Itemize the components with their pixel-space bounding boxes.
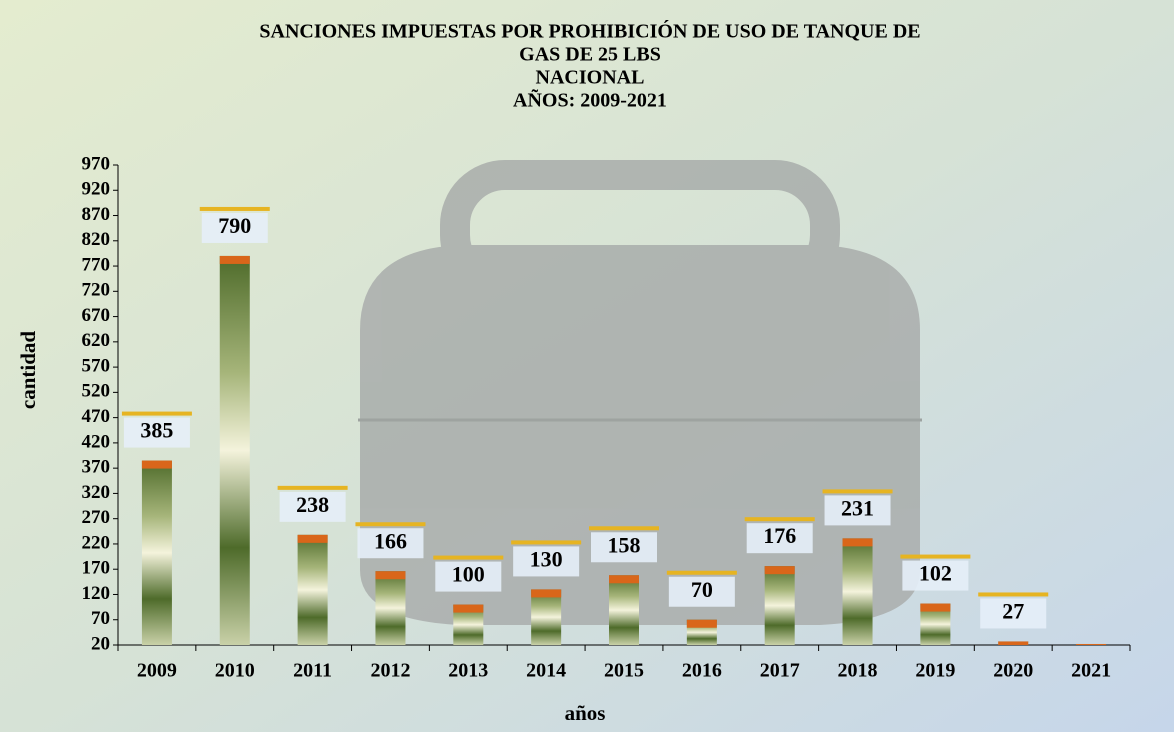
label-strip [744, 517, 815, 522]
label-box [824, 495, 891, 526]
y-tick-label: 320 [82, 482, 111, 503]
label-strip [433, 555, 504, 560]
data-label: 385 [140, 418, 173, 443]
bar [219, 255, 250, 645]
data-label: 238 [296, 492, 329, 517]
x-tick-label: 2011 [293, 660, 332, 682]
x-tick-label: 2016 [682, 660, 722, 682]
title-line: SANCIONES IMPUESTAS POR PROHIBICIÓN DE U… [259, 19, 920, 43]
title-line: NACIONAL [536, 67, 645, 89]
y-tick-label: 720 [82, 280, 111, 301]
x-tick-label: 2012 [370, 660, 410, 682]
x-tick-label: 2020 [993, 660, 1033, 682]
label-strip [199, 206, 270, 211]
bar-cap [842, 538, 873, 547]
bar-cap [609, 575, 639, 584]
label-box [746, 523, 813, 554]
bar-cap [686, 619, 717, 628]
bar-cap [141, 460, 172, 469]
bar-cap [764, 566, 795, 575]
label-strip [355, 522, 426, 527]
x-tick-label: 2015 [604, 660, 644, 682]
y-tick-label: 220 [82, 532, 111, 553]
bar-cap [219, 255, 250, 264]
x-tick-label: 2014 [526, 660, 566, 682]
label-box [980, 598, 1047, 629]
y-tick-label: 470 [82, 406, 111, 427]
label-strip [978, 592, 1049, 597]
y-tick-label: 620 [82, 330, 111, 351]
x-tick-label: 2019 [915, 660, 955, 682]
bar-cap [375, 571, 406, 580]
bar [764, 566, 795, 645]
y-axis-title: cantidad [16, 331, 40, 410]
label-box [201, 212, 268, 243]
label-strip [900, 554, 971, 559]
label-box [668, 576, 735, 607]
x-tick-label: 2009 [137, 660, 177, 682]
title: SANCIONES IMPUESTAS POR PROHIBICIÓN DE U… [259, 19, 920, 112]
label-strip [822, 489, 893, 494]
y-tick-label: 20 [91, 633, 110, 654]
data-label: 166 [374, 528, 407, 553]
data-label: 231 [841, 495, 874, 520]
y-tick-label: 520 [82, 381, 111, 402]
label-strip [666, 570, 737, 575]
label-box [513, 546, 580, 577]
data-label: 158 [608, 532, 641, 557]
bar-cap [920, 603, 951, 612]
y-tick-label: 70 [91, 608, 110, 629]
data-label: 790 [218, 213, 251, 238]
label-box [279, 491, 346, 522]
y-tick-label: 920 [82, 179, 111, 200]
x-tick-label: 2013 [448, 660, 488, 682]
label-strip [511, 540, 582, 545]
y-tick-label: 370 [82, 457, 111, 478]
label-box [357, 528, 424, 559]
label-strip [589, 526, 659, 531]
label-strip [277, 485, 348, 490]
label-box [591, 532, 657, 563]
data-label: 100 [452, 562, 485, 587]
label-box [435, 561, 502, 592]
bar [609, 575, 639, 645]
title-line: AÑOS: 2009-2021 [513, 89, 667, 112]
data-label: 102 [919, 561, 952, 586]
y-tick-label: 570 [82, 355, 111, 376]
label-strip [121, 411, 192, 416]
y-tick-label: 120 [82, 583, 111, 604]
bar-cap [998, 641, 1029, 645]
y-tick-label: 270 [82, 507, 111, 528]
data-label: 176 [763, 523, 796, 548]
data-label: 130 [530, 546, 563, 571]
label-box [902, 560, 969, 591]
bar [297, 534, 328, 645]
y-tick-label: 970 [82, 153, 111, 174]
y-tick-label: 170 [82, 558, 111, 579]
label-box [123, 417, 190, 448]
data-label: 70 [691, 577, 713, 602]
bar [531, 589, 562, 645]
bar-cap [297, 534, 328, 543]
y-tick-label: 770 [82, 254, 111, 275]
x-tick-label: 2021 [1071, 660, 1111, 682]
bar-cap [1076, 643, 1107, 645]
x-tick-label: 2017 [760, 660, 800, 682]
bar-cap [453, 604, 484, 613]
data-label: 27 [1002, 599, 1024, 624]
bar [375, 571, 406, 645]
x-tick-label: 2018 [838, 660, 878, 682]
bar [842, 538, 873, 645]
x-tick-label: 2010 [215, 660, 255, 682]
y-tick-label: 870 [82, 204, 111, 225]
y-tick-label: 420 [82, 431, 111, 452]
x-axis-title: años [565, 701, 606, 725]
title-line: GAS DE 25 LBS [519, 44, 661, 66]
y-tick-label: 820 [82, 229, 111, 250]
bar [141, 460, 172, 645]
y-tick-label: 670 [82, 305, 111, 326]
bar-cap [531, 589, 562, 598]
